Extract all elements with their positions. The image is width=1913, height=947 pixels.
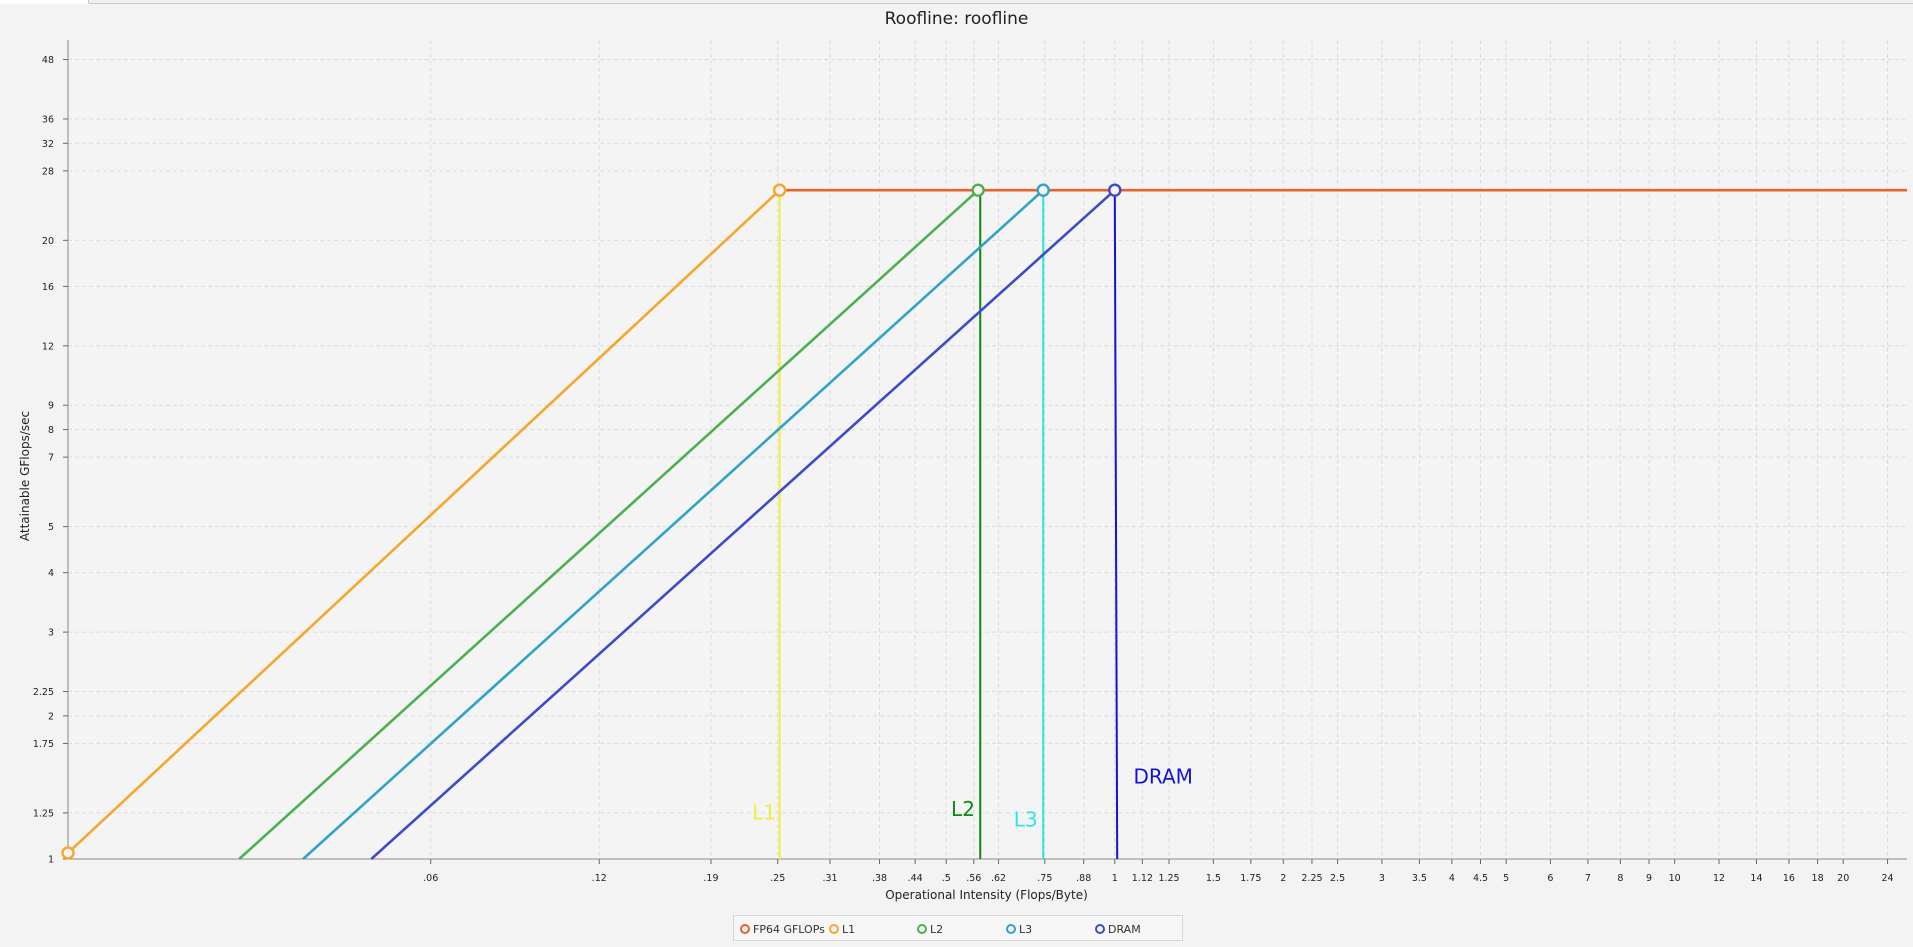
legend-item-dram[interactable]: DRAM [1095, 921, 1141, 937]
legend-marker-icon [1006, 924, 1016, 934]
x-tick-label: 24 [1881, 873, 1893, 884]
x-tick-label: .19 [703, 873, 718, 884]
x-tick-label: 5 [1503, 873, 1509, 884]
x-tick-label: 10 [1669, 873, 1681, 884]
y-tick-label: 3 [48, 628, 54, 639]
legend-label: L2 [930, 922, 944, 936]
legend-label: L3 [1019, 922, 1033, 936]
y-axis-label: Attainable GFlops/sec [18, 410, 32, 542]
x-tick-label: 3.5 [1412, 873, 1427, 884]
boundary-line-dram [1113, 190, 1119, 860]
x-tick-label: .56 [966, 873, 981, 884]
y-tick-label: 12 [42, 341, 54, 352]
x-axis-label: Operational Intensity (Flops/Byte) [885, 888, 1088, 902]
x-tick-label: 1 [1112, 873, 1118, 884]
legend-marker-icon [917, 924, 927, 934]
legend-marker-icon [829, 924, 839, 934]
x-tick-label: .31 [822, 873, 837, 884]
x-tick-label: 6 [1547, 873, 1553, 884]
x-tick-label: 12 [1713, 873, 1725, 884]
x-tick-label: 3 [1379, 873, 1385, 884]
x-tick-label: .5 [942, 873, 951, 884]
x-tick-label: 1.75 [1240, 873, 1261, 884]
x-tick-label: 4.5 [1473, 873, 1488, 884]
x-tick-label: .06 [423, 873, 438, 884]
series-line-l3 [302, 189, 1045, 860]
chart-title: Roofline: roofline [884, 9, 1029, 29]
legend-label: FP64 GFLOPs [753, 922, 825, 936]
y-tick-label: 36 [42, 114, 54, 125]
legend-marker-icon [740, 924, 750, 934]
y-tick-label: 2.25 [33, 687, 54, 698]
y-tick-label: 9 [48, 401, 54, 412]
x-tick-label: .25 [770, 873, 785, 884]
y-tick-label: 1 [48, 855, 54, 866]
x-tick-label: .88 [1076, 873, 1091, 884]
x-tick-label: 8 [1617, 873, 1623, 884]
legend-item-l3[interactable]: L3 [1006, 921, 1032, 937]
y-tick-label: 28 [42, 166, 54, 177]
legend-label: DRAM [1108, 922, 1141, 936]
x-tick-label: 4 [1449, 873, 1455, 884]
x-tick-label: 1.12 [1132, 873, 1153, 884]
y-tick-label: 1.25 [33, 808, 54, 819]
legend-label: L1 [842, 922, 856, 936]
series-marker-l3 [1036, 183, 1050, 197]
y-tick-label: 4 [48, 568, 54, 579]
annotation-label-l3: L3 [1014, 808, 1038, 832]
legend-item-l2[interactable]: L2 [917, 921, 943, 937]
x-tick-label: .12 [592, 873, 607, 884]
x-tick-label: 2.25 [1301, 873, 1322, 884]
x-tick-label: .38 [872, 873, 887, 884]
x-tick-label: .75 [1037, 873, 1052, 884]
plot-area [68, 40, 1907, 859]
y-tick-label: 1.75 [33, 739, 54, 750]
x-tick-label: 2.5 [1330, 873, 1345, 884]
series-line-dram [370, 189, 1116, 860]
tab-strip [0, 0, 1913, 4]
legend-marker-icon [1095, 924, 1105, 934]
x-tick-label: 9 [1646, 873, 1652, 884]
x-tick-label: 2 [1280, 873, 1286, 884]
y-tick-label: 7 [48, 453, 54, 464]
series-line-l2 [238, 189, 979, 860]
active-tab[interactable] [0, 0, 89, 4]
x-tick-label: 14 [1750, 873, 1762, 884]
legend-item-fp64[interactable]: FP64 GFLOPs [740, 921, 825, 937]
y-tick-label: 20 [42, 236, 54, 247]
series-marker-l1 [772, 183, 787, 197]
x-tick-label: 7 [1585, 873, 1591, 884]
y-tick-label: 16 [42, 282, 54, 293]
annotation-label-l1: L1 [752, 801, 776, 825]
y-tick-label: 48 [42, 55, 54, 66]
x-tick-label: .44 [908, 873, 923, 884]
series-marker-l2 [971, 183, 985, 197]
y-tick-label: 8 [48, 425, 54, 436]
x-tick-label: .62 [991, 873, 1006, 884]
x-tick-label: 18 [1812, 873, 1824, 884]
series-marker-l1 [61, 846, 75, 860]
legend-item-l1[interactable]: L1 [829, 921, 855, 937]
x-tick-label: 1.25 [1158, 873, 1179, 884]
legend: FP64 GFLOPs L1 L2 L3 DRAM [733, 915, 1183, 941]
annotation-label-dram: DRAM [1133, 765, 1192, 789]
series-line-l1 [67, 189, 781, 854]
series-marker-dram [1108, 183, 1122, 197]
x-tick-label: 1.5 [1206, 873, 1221, 884]
y-tick-label: 2 [48, 711, 54, 722]
x-tick-label: 16 [1783, 873, 1795, 884]
y-tick-label: 32 [42, 139, 54, 150]
y-tick-label: 5 [48, 522, 54, 533]
x-tick-label: 20 [1837, 873, 1849, 884]
annotation-label-l2: L2 [951, 797, 975, 821]
